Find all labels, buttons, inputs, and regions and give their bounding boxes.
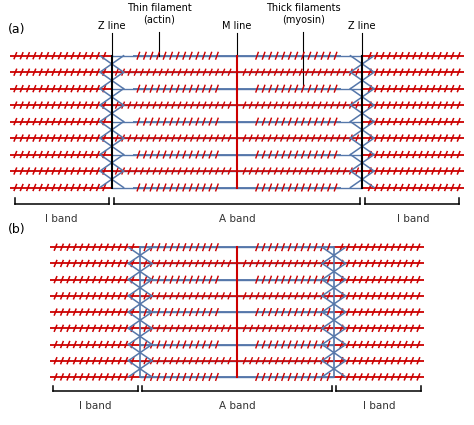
Text: M line: M line (222, 21, 252, 31)
Text: (a): (a) (8, 23, 25, 36)
Text: I band: I band (397, 214, 429, 224)
Text: Z line: Z line (348, 21, 376, 31)
Text: Thick filaments
(myosin): Thick filaments (myosin) (266, 3, 340, 25)
Text: A band: A band (219, 214, 255, 224)
Text: I band: I band (45, 214, 77, 224)
Text: I band: I band (79, 401, 111, 411)
Text: I band: I band (363, 401, 395, 411)
Text: A band: A band (219, 401, 255, 411)
Text: Z line: Z line (98, 21, 126, 31)
Text: Thin filament
(actin): Thin filament (actin) (127, 3, 191, 25)
Text: (b): (b) (8, 223, 26, 235)
